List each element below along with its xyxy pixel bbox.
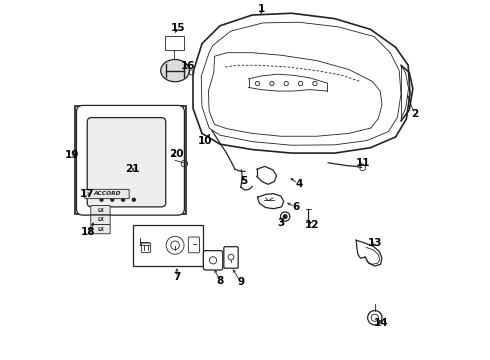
FancyBboxPatch shape bbox=[165, 36, 184, 50]
Text: 17: 17 bbox=[80, 189, 95, 199]
Text: 13: 13 bbox=[368, 238, 382, 248]
Circle shape bbox=[122, 198, 124, 201]
FancyBboxPatch shape bbox=[85, 189, 129, 199]
Text: 16: 16 bbox=[181, 61, 196, 71]
Ellipse shape bbox=[161, 59, 190, 82]
Text: LX: LX bbox=[97, 208, 104, 213]
Text: 21: 21 bbox=[125, 163, 139, 174]
Text: 19: 19 bbox=[65, 150, 79, 160]
Text: 6: 6 bbox=[293, 202, 299, 212]
Text: 20: 20 bbox=[170, 149, 184, 159]
Text: 8: 8 bbox=[216, 276, 223, 286]
Text: 11: 11 bbox=[356, 158, 370, 168]
Circle shape bbox=[132, 198, 135, 201]
FancyBboxPatch shape bbox=[133, 225, 203, 266]
Text: 15: 15 bbox=[171, 23, 185, 33]
Text: 2: 2 bbox=[411, 109, 418, 119]
Text: 12: 12 bbox=[305, 220, 319, 230]
Text: 7: 7 bbox=[173, 272, 180, 282]
FancyBboxPatch shape bbox=[91, 215, 110, 225]
FancyBboxPatch shape bbox=[76, 105, 184, 215]
Text: 1: 1 bbox=[258, 4, 265, 14]
FancyBboxPatch shape bbox=[224, 247, 238, 268]
FancyBboxPatch shape bbox=[74, 107, 186, 214]
FancyBboxPatch shape bbox=[91, 206, 110, 215]
Text: LX: LX bbox=[97, 227, 104, 231]
Text: 5: 5 bbox=[241, 176, 248, 186]
Text: 14: 14 bbox=[374, 319, 389, 328]
Circle shape bbox=[283, 215, 287, 219]
Text: 18: 18 bbox=[81, 227, 95, 237]
FancyBboxPatch shape bbox=[87, 118, 166, 207]
Circle shape bbox=[100, 198, 103, 201]
Text: 3: 3 bbox=[277, 218, 285, 228]
Text: 10: 10 bbox=[197, 136, 212, 146]
FancyBboxPatch shape bbox=[203, 251, 223, 270]
FancyBboxPatch shape bbox=[91, 225, 110, 234]
Text: ACCORD: ACCORD bbox=[93, 191, 121, 196]
FancyBboxPatch shape bbox=[188, 237, 199, 253]
Text: LX: LX bbox=[97, 217, 104, 222]
Circle shape bbox=[111, 198, 114, 201]
FancyBboxPatch shape bbox=[141, 243, 151, 252]
Text: 9: 9 bbox=[238, 277, 245, 287]
Text: 4: 4 bbox=[295, 179, 302, 189]
